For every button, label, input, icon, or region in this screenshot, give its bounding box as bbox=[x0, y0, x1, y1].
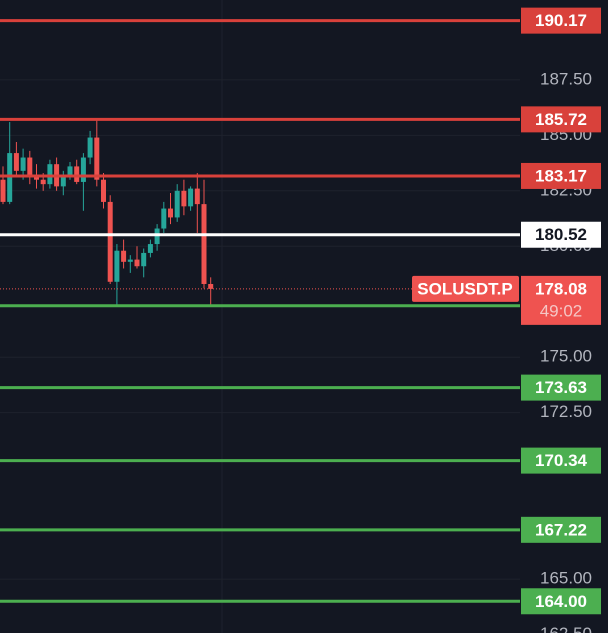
level-label: 185.72 bbox=[535, 110, 587, 129]
level-label-box bbox=[521, 516, 601, 543]
candle-body bbox=[20, 157, 26, 171]
level-label-box bbox=[521, 106, 601, 133]
candle-body bbox=[161, 208, 167, 229]
candle-body bbox=[34, 177, 39, 180]
candle-body bbox=[67, 166, 73, 176]
level-label-box bbox=[521, 7, 601, 34]
candle-body bbox=[80, 157, 86, 182]
candle-body bbox=[94, 137, 100, 180]
candle-body bbox=[201, 204, 207, 284]
y-tick-label: 165.00 bbox=[540, 569, 592, 588]
level-label: 167.22 bbox=[535, 520, 587, 539]
level-label: 170.34 bbox=[535, 451, 588, 470]
candle-body bbox=[208, 283, 214, 289]
level-label: 183.17 bbox=[535, 166, 587, 185]
y-tick-label: 162.50 bbox=[540, 624, 592, 633]
candle-body bbox=[194, 188, 200, 205]
candle-body bbox=[7, 153, 13, 202]
candle-body bbox=[87, 137, 93, 158]
candle-body bbox=[107, 201, 113, 282]
candle-body bbox=[47, 164, 53, 185]
symbol-label: SOLUSDT.P bbox=[417, 279, 512, 298]
level-label-box bbox=[521, 162, 601, 189]
candle-body bbox=[121, 250, 127, 262]
candle-body bbox=[154, 228, 160, 245]
candle-body bbox=[174, 190, 180, 218]
candle-body bbox=[27, 157, 33, 178]
last-price-label: 178.08 bbox=[535, 279, 587, 298]
candle-body bbox=[0, 179, 6, 202]
level-label-box bbox=[521, 588, 601, 615]
candle-body bbox=[147, 244, 153, 253]
level-label: 190.17 bbox=[535, 11, 587, 30]
candle-body bbox=[114, 250, 120, 282]
countdown-label: 49:02 bbox=[540, 301, 583, 320]
level-label: 164.00 bbox=[535, 592, 587, 611]
candle-body bbox=[60, 175, 66, 187]
level-label: 180.52 bbox=[535, 225, 587, 244]
candle-body bbox=[74, 166, 80, 182]
y-tick-label: 172.50 bbox=[540, 402, 592, 421]
y-tick-label: 187.50 bbox=[540, 69, 592, 88]
candle-body bbox=[188, 188, 194, 207]
candle-body bbox=[13, 153, 19, 171]
level-label-box bbox=[521, 447, 601, 474]
level-label-box bbox=[521, 221, 601, 248]
level-label: 173.63 bbox=[535, 378, 587, 397]
candle-body bbox=[40, 179, 46, 185]
candle-body bbox=[141, 252, 147, 267]
candle-body bbox=[127, 259, 133, 262]
symbol-label-box bbox=[412, 275, 519, 302]
last-price-box bbox=[521, 275, 601, 325]
candle-body bbox=[181, 190, 187, 207]
candle-body bbox=[134, 259, 140, 267]
level-label-box bbox=[521, 374, 601, 401]
y-tick-label: 175.00 bbox=[540, 347, 592, 366]
candle-body bbox=[101, 179, 106, 202]
candle-body bbox=[168, 208, 173, 218]
